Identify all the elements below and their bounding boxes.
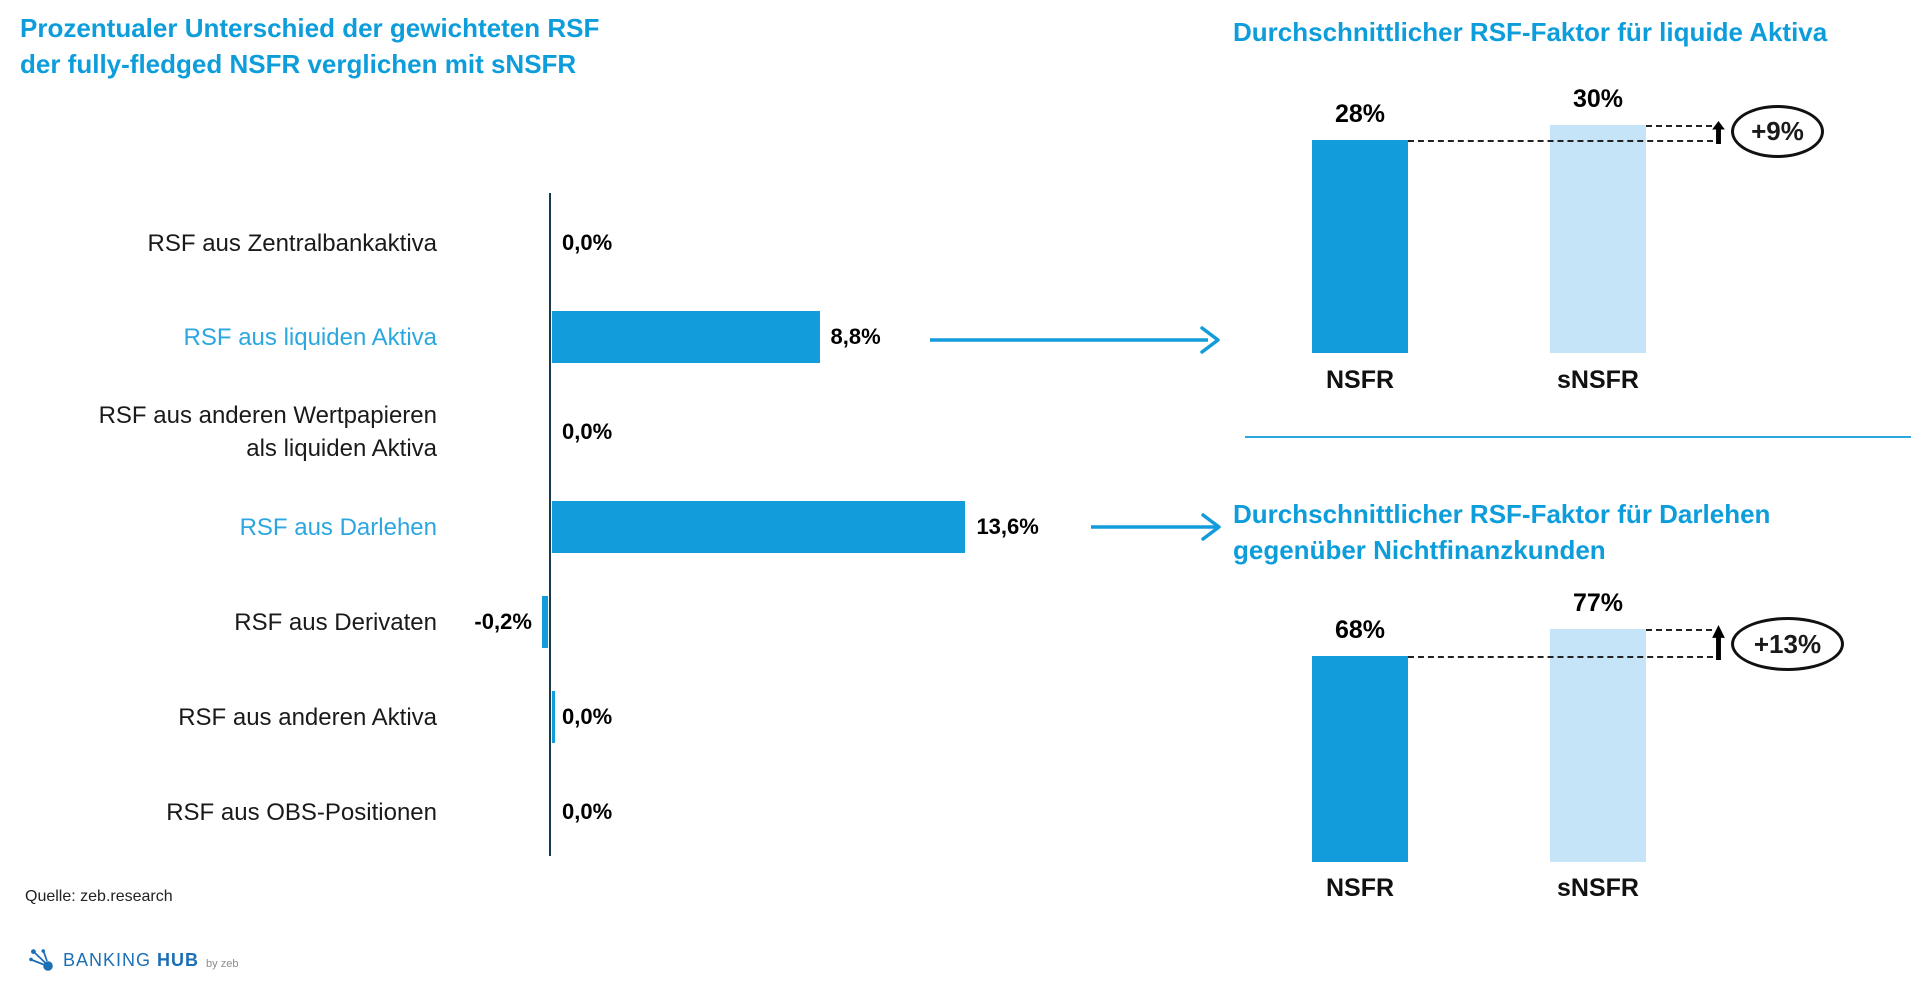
row-label: RSF aus anderen Wertpapieren als liquide… <box>98 402 437 462</box>
left-chart-axis <box>549 193 551 856</box>
logo-byline: by zeb <box>206 957 239 970</box>
dashed-connector <box>1408 655 1713 658</box>
logo-text: BANKING HUB <box>63 950 200 970</box>
row-bar <box>552 691 556 743</box>
bar-row: RSF aus anderen Aktiva 0,0% <box>0 670 1230 764</box>
nsfr-bar <box>1312 140 1408 353</box>
row-label: RSF aus Zentralbankaktiva <box>147 229 437 257</box>
dashed-connector <box>1646 628 1712 631</box>
row-value: 8,8% <box>830 324 881 349</box>
right-top-chart-title: Durchschnittlicher RSF-Faktor für liquid… <box>1233 17 1828 47</box>
delta-up-arrow-icon <box>1712 624 1725 660</box>
right-bottom-chart-title: Durchschnittlicher RSF-Faktor für Darleh… <box>1233 499 1771 565</box>
bar-name-label: sNSFR <box>1557 366 1639 394</box>
row-bar <box>552 501 966 553</box>
snsfr-value-label: 30% <box>1572 85 1624 113</box>
row-value: 0,0% <box>562 230 613 255</box>
bar-row: RSF aus Derivaten -0,2% <box>0 575 1230 669</box>
section-divider <box>1245 436 1911 438</box>
row-label: RSF aus liquiden Aktiva <box>183 323 437 351</box>
flow-arrow-icon <box>1091 513 1221 541</box>
source-note: Quelle: zeb.research <box>25 888 173 905</box>
delta-value: +9% <box>1751 116 1804 146</box>
row-bar <box>541 596 548 648</box>
bar-row: RSF aus Zentralbankaktiva 0,0% <box>0 196 1230 290</box>
row-bar <box>552 311 820 363</box>
bar-row: RSF aus OBS-Positionen 0,0% <box>0 765 1230 859</box>
row-value: 0,0% <box>562 419 613 444</box>
row-value: 13,6% <box>976 514 1039 539</box>
snsfr-value-label: 77% <box>1572 588 1624 617</box>
left-chart-title: Prozentualer Unterschied der gewichteten… <box>20 13 600 79</box>
bar-name-label: NSFR <box>1325 366 1395 394</box>
bar-row: RSF aus anderen Wertpapieren als liquide… <box>0 385 1230 479</box>
nsfr-value-label: 68% <box>1334 615 1386 644</box>
flow-arrow-icon <box>930 326 1220 354</box>
logo-spark-icon <box>29 949 53 971</box>
bar-name-label: NSFR <box>1325 874 1395 902</box>
row-label: RSF aus OBS-Positionen <box>166 798 437 826</box>
nsfr-value-label: 28% <box>1334 100 1386 129</box>
bar-row: RSF aus liquiden Aktiva 8,8% <box>0 290 1230 384</box>
bar-name-label: sNSFR <box>1557 874 1639 902</box>
delta-ellipse: +9% <box>1731 105 1824 158</box>
snsfr-bar <box>1550 628 1646 862</box>
row-label: RSF aus Darlehen <box>239 513 437 541</box>
nsfr-bar <box>1312 655 1408 862</box>
delta-value: +13% <box>1753 628 1822 659</box>
snsfr-bar <box>1550 125 1646 353</box>
row-value: 0,0% <box>562 799 613 824</box>
row-value: 0,0% <box>562 704 613 729</box>
bar-row: RSF aus Darlehen 13,6% <box>0 480 1230 574</box>
delta-up-arrow-icon <box>1712 121 1725 145</box>
row-value: -0,2% <box>474 609 532 634</box>
dashed-connector <box>1646 125 1712 127</box>
row-label: RSF aus anderen Aktiva <box>178 703 437 731</box>
delta-ellipse: +13% <box>1731 617 1844 671</box>
banking-hub-logo: BANKING HUB by zeb <box>28 948 238 973</box>
dashed-connector <box>1408 140 1713 143</box>
row-label: RSF aus Derivaten <box>234 608 437 636</box>
